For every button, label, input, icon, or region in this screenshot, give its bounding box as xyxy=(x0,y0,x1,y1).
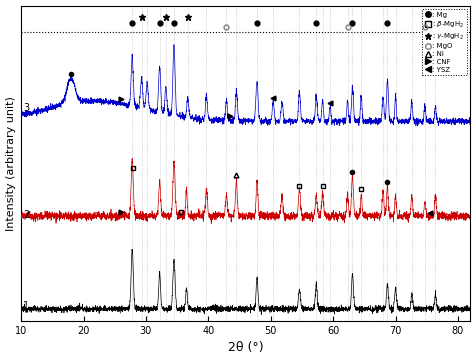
Y-axis label: Intensity (arbitrary unit): Intensity (arbitrary unit) xyxy=(6,96,16,231)
Legend: : Mg, : $\beta$-MgH$_2$, : $\gamma$-MgH$_2$, : MgO, : Ni, : CNF, : YSZ: : Mg, : $\beta$-MgH$_2$, : $\gamma$-MgH$… xyxy=(422,9,467,75)
Text: 2: 2 xyxy=(23,210,29,220)
Text: 3: 3 xyxy=(23,103,29,113)
X-axis label: 2θ (°): 2θ (°) xyxy=(228,341,264,355)
Text: 1: 1 xyxy=(23,301,29,311)
